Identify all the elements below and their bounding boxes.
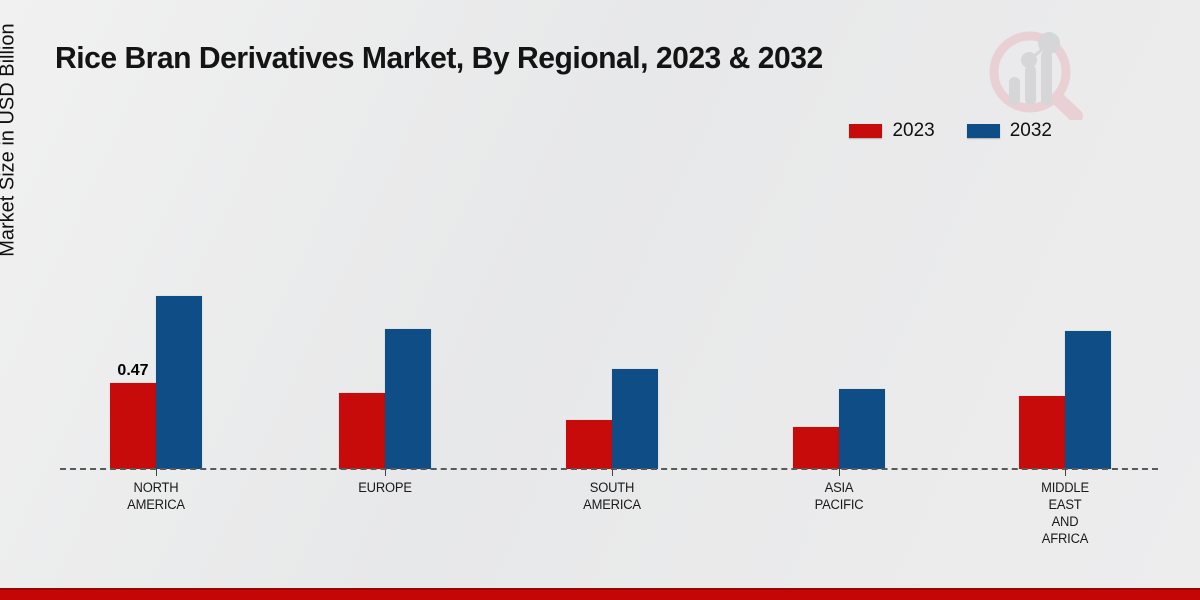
bar-value-label: 0.47 xyxy=(117,362,149,379)
x-axis-category-label: EUROPE xyxy=(358,480,412,495)
x-axis-tick xyxy=(612,469,613,476)
bar-2023-middle-east-and-africa xyxy=(1019,396,1065,469)
x-axis-category-label: NORTH AMERICA xyxy=(127,480,185,512)
x-axis-tick xyxy=(1065,469,1066,476)
legend-label-2032: 2032 xyxy=(1009,120,1052,141)
bar-2032-middle-east-and-africa xyxy=(1065,331,1111,469)
x-axis-category-label: ASIA PACIFIC xyxy=(814,480,863,512)
bar-2032-north-america xyxy=(156,296,202,469)
x-axis-tick xyxy=(156,469,157,476)
legend-swatch-2023 xyxy=(849,124,883,138)
x-axis-baseline xyxy=(60,468,1158,470)
chart-title: Rice Bran Derivatives Market, By Regiona… xyxy=(55,40,823,75)
bar-2023-north-america xyxy=(110,383,156,469)
legend: 2023 2032 xyxy=(849,120,1052,142)
bar-2023-europe xyxy=(339,393,385,469)
x-axis-tick xyxy=(838,469,840,476)
x-axis-tick xyxy=(385,469,386,476)
bar-2023-south-america xyxy=(566,420,612,469)
bar-2032-asia-pacific xyxy=(838,389,885,469)
x-axis-category-label: MIDDLE EAST AND AFRICA xyxy=(1041,480,1089,546)
bar-2023-asia-pacific xyxy=(792,427,839,469)
bar-2032-europe xyxy=(385,329,431,469)
legend-item-2032: 2032 xyxy=(966,120,1052,142)
bar-2032-south-america xyxy=(612,369,658,469)
footer-accent-bar xyxy=(0,588,1200,600)
x-axis-category-label: SOUTH AMERICA xyxy=(583,480,641,512)
market-research-logo-watermark xyxy=(989,31,1083,120)
legend-label-2023: 2023 xyxy=(892,120,935,141)
legend-swatch-2032 xyxy=(966,124,1000,138)
legend-item-2023: 2023 xyxy=(849,120,935,142)
